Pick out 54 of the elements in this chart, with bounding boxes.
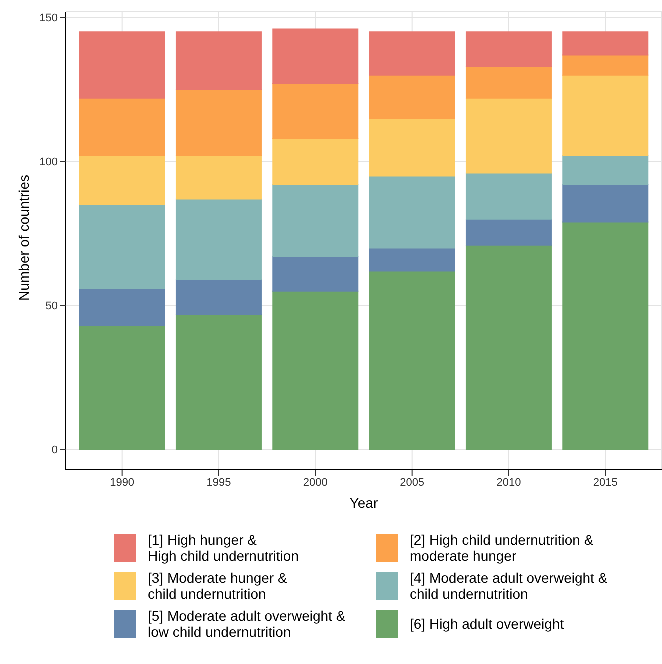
bar [466,244,552,450]
bar [176,32,262,90]
bar [272,184,359,258]
bar [176,314,262,450]
y-tick-label: 150 [40,12,58,25]
bar [562,222,649,450]
bar [176,156,262,200]
y-tick-label: 100 [40,156,58,169]
bar [272,28,359,85]
bar [562,74,649,157]
x-tick-label: 2005 [400,476,425,489]
bar [369,176,456,249]
bar [369,74,456,120]
legend-label: [5] Moderate adult overweight & low child undernutrition [148,608,346,640]
y-tick-label: 50 [46,300,58,313]
legend-label: [6] High adult overweight [410,616,564,632]
bar [562,184,649,223]
bar [562,54,649,76]
y-tick-label: 0 [52,444,58,457]
bar [79,325,166,450]
bar [176,198,262,280]
bar [272,84,359,140]
bar [466,66,552,99]
x-tick-label: 1990 [110,476,135,489]
x-tick-label: 1995 [206,476,232,489]
y-axis-title: Number of countries [16,174,32,301]
bar [369,118,456,177]
legend-label: [2] High child undernutrition & moderate hunger [410,532,594,564]
bar [466,172,552,220]
x-axis-title: Year [350,495,378,511]
bar [562,32,649,56]
x-tick-label: 2010 [496,476,522,489]
bar [79,288,166,326]
bar [562,156,649,186]
bar [369,248,456,272]
bar [79,98,166,157]
bar [369,270,456,450]
x-tick-label: 2015 [593,476,618,489]
bar [79,156,166,206]
legend-label: [1] High hunger & High child undernutrition [148,532,299,564]
bar [466,218,552,246]
bar [369,32,456,76]
bar [466,32,552,68]
bar [466,98,552,174]
legend-label: [3] Moderate hunger & child undernutrition [148,570,288,602]
bar [79,32,166,99]
bar [176,279,262,315]
bar [272,290,359,450]
x-tick-label: 2000 [303,476,328,489]
bar [272,138,359,186]
legend-label: [4] Moderate adult overweight & child undernutrition [410,570,608,602]
bar [79,204,166,290]
bar [176,89,262,157]
bar [272,256,359,292]
